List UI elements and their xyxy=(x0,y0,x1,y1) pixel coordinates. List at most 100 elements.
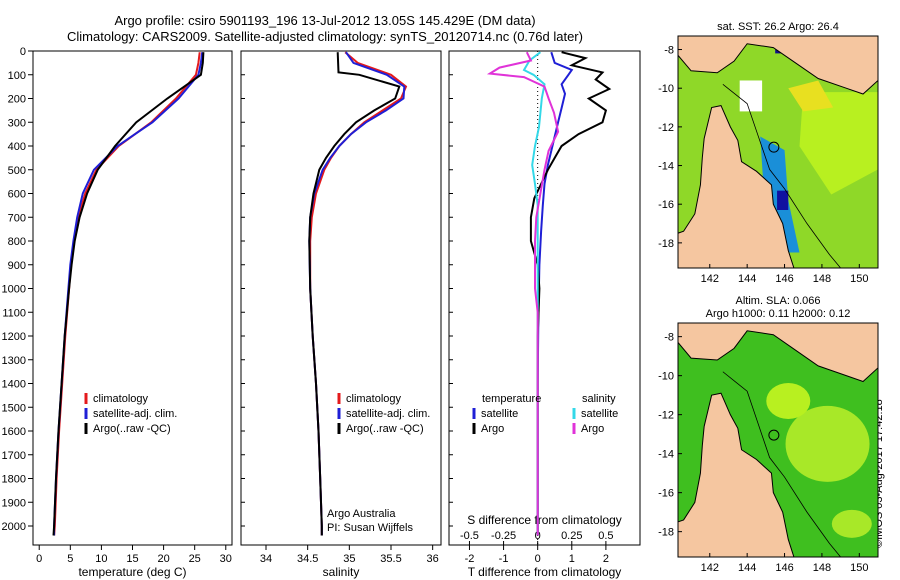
salinity-legend-label: Argo(..raw -QC) xyxy=(346,423,424,435)
sla-lat-tick-label: -8 xyxy=(664,332,674,344)
depth-tick-label: 1100 xyxy=(2,307,26,319)
depth-tick-label: 1700 xyxy=(2,450,26,462)
sst-lon-tick-label: 150 xyxy=(850,273,868,285)
temperature-legend-label: climatology xyxy=(93,393,149,405)
difference-series-line xyxy=(536,51,574,536)
sdiff-tick-label: -0.25 xyxy=(491,530,516,542)
depth-tick-label: 700 xyxy=(8,212,26,224)
difference-series-line xyxy=(486,51,560,536)
australia-land xyxy=(678,36,795,268)
sla-lat-tick-label: -10 xyxy=(658,371,674,383)
sst-map-frame xyxy=(677,35,879,269)
sla-high-patch xyxy=(785,405,870,482)
tdiff-xlabel: T difference from climatology xyxy=(468,565,622,579)
salinity-panel xyxy=(240,50,442,546)
figure-title-line1: Argo profile: csiro 5901193_196 13-Jul-2… xyxy=(114,13,536,28)
diff-legend-temp-title: temperature xyxy=(482,393,541,405)
australia-land xyxy=(678,323,795,557)
sla-map-layer xyxy=(678,323,878,557)
difference-series-line xyxy=(522,51,546,536)
temperature-x-tick-label: 10 xyxy=(95,553,107,565)
diff-legend-sal-label: satellite xyxy=(581,408,618,420)
salinity-x-tick-label: 36 xyxy=(427,553,439,565)
depth-tick-label: 300 xyxy=(8,117,26,129)
diff-legend-sal-title: salinity xyxy=(582,393,616,405)
sla-lon-tick-label: 142 xyxy=(701,562,719,574)
temperature-legend-label: satellite-adj. clim. xyxy=(93,408,177,420)
sst-lat-tick-label: -18 xyxy=(658,238,674,250)
sst-warm-core xyxy=(788,80,834,112)
sdiff-tick-label: 0.25 xyxy=(561,530,582,542)
sdiff-xlabel: S difference from climatology xyxy=(467,513,622,527)
depth-tick-label: 0 xyxy=(20,46,26,58)
depth-tick-label: 1300 xyxy=(2,355,26,367)
depth-tick-label: 200 xyxy=(8,94,26,106)
figure-title-line2: Climatology: CARS2009. Satellite-adjuste… xyxy=(67,29,583,44)
tdiff-x-tick-label: -2 xyxy=(465,553,475,565)
tdiff-x-tick-label: 2 xyxy=(603,553,609,565)
argo-australia-label: Argo Australia xyxy=(327,508,396,520)
depth-tick-label: 1900 xyxy=(2,497,26,509)
sst-map-layer xyxy=(678,36,878,268)
depth-tick-label: 1200 xyxy=(2,331,26,343)
depth-tick-label: 2000 xyxy=(2,521,26,533)
difference-panel xyxy=(448,50,641,546)
shelf-contour xyxy=(722,371,841,557)
shelf-contour xyxy=(722,84,841,268)
sla-map-title: Altim. SLA: 0.066 xyxy=(736,295,821,307)
sst-lat-tick-label: -16 xyxy=(658,199,674,211)
sla-lon-tick-label: 150 xyxy=(850,562,868,574)
sst-lat-tick-label: -14 xyxy=(658,161,674,173)
sla-map-frame xyxy=(677,322,879,558)
sst-cold-spot xyxy=(777,190,789,210)
sla-lat-tick-label: -18 xyxy=(658,527,674,539)
temperature-x-tick-label: 15 xyxy=(126,553,138,565)
sla-lat-tick-label: -16 xyxy=(658,488,674,500)
diff-legend-sal-label: Argo xyxy=(581,423,604,435)
new-guinea-land xyxy=(678,323,878,383)
depth-tick-label: 1600 xyxy=(2,426,26,438)
salinity-x-tick-label: 34 xyxy=(260,553,272,565)
sst-lon-tick-label: 142 xyxy=(701,273,719,285)
sla-map-title: Argo h1000: 0.11 h2000: 0.12 xyxy=(706,308,851,320)
diff-legend-temp-label: Argo xyxy=(481,423,504,435)
temperature-series-line xyxy=(52,52,205,536)
sst-missing-data xyxy=(739,80,763,112)
new-guinea-land xyxy=(678,36,878,95)
pi-label: PI: Susan Wijffels xyxy=(327,522,413,534)
sst-warm-patch xyxy=(799,92,878,195)
sla-high-core xyxy=(766,383,811,419)
sst-lat-tick-label: -12 xyxy=(658,122,674,134)
tdiff-x-tick-label: -1 xyxy=(499,553,509,565)
sla-south-patch xyxy=(831,509,872,538)
temperature-x-tick-label: 25 xyxy=(189,553,201,565)
temperature-x-tick-label: 20 xyxy=(157,553,169,565)
sdiff-tick-label: -0.5 xyxy=(460,530,479,542)
diff-legend-temp-label: satellite xyxy=(481,408,518,420)
temperature-x-tick-label: 5 xyxy=(67,553,73,565)
sst-lon-tick-label: 144 xyxy=(738,273,756,285)
sla-lon-tick-label: 148 xyxy=(813,562,831,574)
temperature-series-line xyxy=(53,52,201,536)
salinity-series-line xyxy=(308,52,401,536)
salinity-series-line xyxy=(308,51,406,536)
sla-lon-tick-label: 144 xyxy=(738,562,756,574)
salinity-x-tick-label: 34.5 xyxy=(297,553,318,565)
salinity-legend-label: climatology xyxy=(346,393,402,405)
temperature-xlabel: temperature (deg C) xyxy=(78,565,186,579)
sst-lon-tick-label: 146 xyxy=(775,273,793,285)
sdiff-tick-label: 0.5 xyxy=(598,530,613,542)
sla-lat-tick-label: -12 xyxy=(658,410,674,422)
temperature-legend-label: Argo(..raw -QC) xyxy=(93,423,171,435)
tdiff-x-tick-label: 1 xyxy=(569,553,575,565)
argo-position-marker xyxy=(768,429,780,441)
depth-tick-label: 1400 xyxy=(2,379,26,391)
sst-lon-tick-label: 148 xyxy=(813,273,831,285)
depth-tick-label: 900 xyxy=(8,260,26,272)
temperature-x-tick-label: 0 xyxy=(36,553,42,565)
depth-tick-label: 1000 xyxy=(2,284,26,296)
depth-tick-label: 800 xyxy=(8,236,26,248)
sla-lon-tick-label: 146 xyxy=(775,562,793,574)
depth-tick-label: 400 xyxy=(8,141,26,153)
